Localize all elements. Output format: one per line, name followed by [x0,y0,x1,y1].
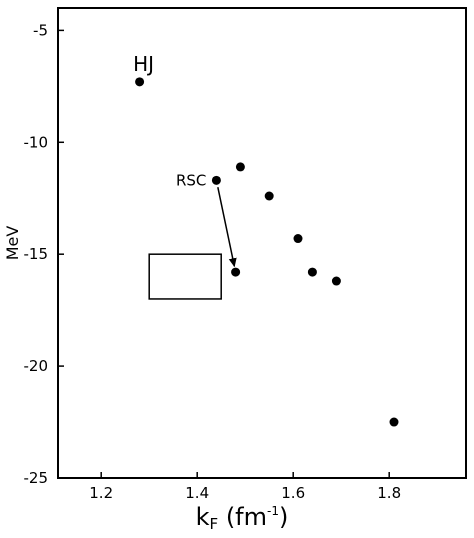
x-axis-title: kF (fm-1) [196,503,289,533]
y-tick-label: -10 [24,133,49,151]
x-axis-title-subscript: F [210,515,219,533]
y-tick-label: -5 [33,21,48,39]
x-tick-label: 1.2 [89,484,113,502]
x-axis-title-superscript: -1 [267,504,279,518]
data-point [389,417,399,427]
x-tick-label: 1.6 [281,484,305,502]
data-layer: HJ RSC [133,52,399,427]
rsc-arrow [217,187,237,268]
x-tick-label: 1.4 [185,484,209,502]
x-tick-label: 1.8 [377,484,401,502]
x-axis-title-main: k [196,503,210,531]
data-point [264,191,274,201]
y-tick-label: -20 [24,357,49,375]
data-point [231,267,241,277]
y-axis-ticks: -5 -10 -15 -20 -25 [24,21,64,487]
x-axis-ticks: 1.2 1.4 1.6 1.8 [89,472,401,502]
data-point [135,77,145,87]
data-point [331,276,341,286]
annotation-rsc: RSC [176,171,206,189]
y-axis-title: MeV [3,226,22,261]
data-point [307,267,317,277]
x-axis-title-close: ) [279,503,288,531]
data-point [235,162,245,172]
data-point [293,234,303,244]
data-point [211,175,221,185]
empirical-region-box [148,253,222,300]
annotation-hj: HJ [133,52,154,76]
x-axis-title-unit: (fm [218,503,267,531]
y-tick-label: -25 [24,469,49,487]
y-tick-label: -15 [24,245,49,263]
plot-area-frame [57,7,467,479]
